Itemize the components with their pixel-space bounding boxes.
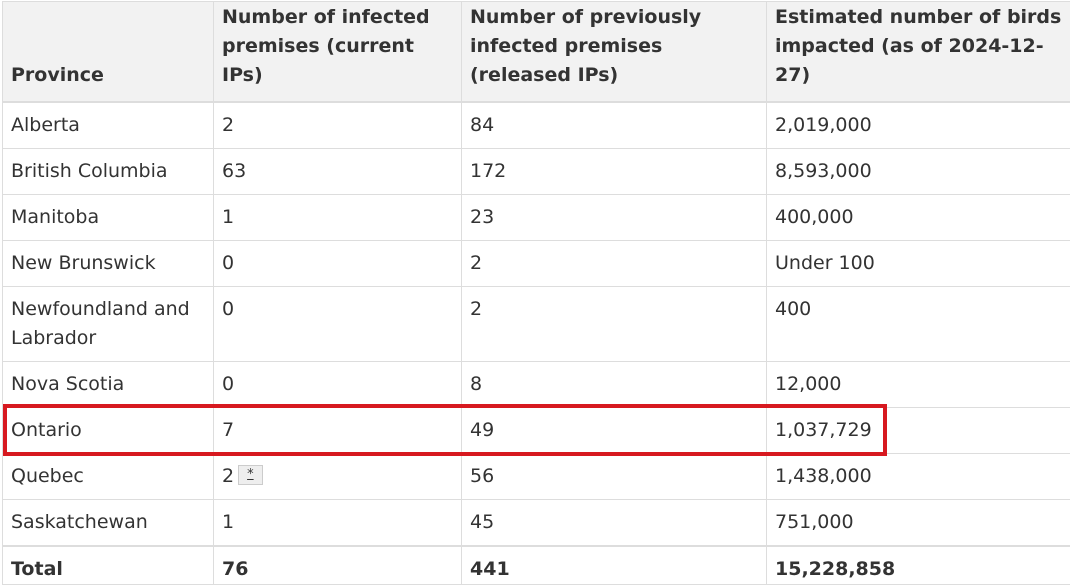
table-row: New Brunswick 0 2 Under 100 [3,241,1070,287]
birds-impacted-cell: Under 100 [767,241,1070,287]
table-row: Newfoundland and Labrador 0 2 400 [3,287,1070,362]
birds-impacted-cell: 1,037,729 [767,408,1070,454]
released-ips-cell: 84 [462,102,767,149]
current-ips-cell: 2 [214,102,462,149]
current-ips-cell: 0 [214,241,462,287]
table-row: Quebec 2* 56 1,438,000 [3,454,1070,500]
released-ips-cell: 8 [462,362,767,408]
birds-impacted-cell: 400 [767,287,1070,362]
table-row: Manitoba 1 23 400,000 [3,195,1070,241]
released-ips-cell: 2 [462,241,767,287]
current-ips-cell: 0 [214,362,462,408]
province-cell: Alberta [3,102,214,149]
birds-impacted-cell: 2,019,000 [767,102,1070,149]
current-ips-value: 2 [222,465,234,487]
province-cell: Nova Scotia [3,362,214,408]
province-cell: Ontario [3,408,214,454]
current-ips-cell: 7 [214,408,462,454]
current-ips-cell: 1 [214,195,462,241]
birds-impacted-cell: 12,000 [767,362,1070,408]
footnote-link[interactable]: * [238,465,263,485]
table-header-row: Province Number of infected premises (cu… [3,2,1070,103]
released-ips-cell: 2 [462,287,767,362]
birds-impacted-cell: 8,593,000 [767,149,1070,195]
table-row: Nova Scotia 0 8 12,000 [3,362,1070,408]
released-ips-cell: 172 [462,149,767,195]
table-row: Alberta 2 84 2,019,000 [3,102,1070,149]
province-cell: Quebec [3,454,214,500]
current-ips-cell: 63 [214,149,462,195]
birds-impacted-cell: 400,000 [767,195,1070,241]
province-cell: British Columbia [3,149,214,195]
table-row: Saskatchewan 1 45 751,000 [3,500,1070,547]
province-cell: New Brunswick [3,241,214,287]
province-cell: Newfoundland and Labrador [3,287,214,362]
birds-impacted-cell: 1,438,000 [767,454,1070,500]
province-cell: Manitoba [3,195,214,241]
province-cell: Saskatchewan [3,500,214,547]
header-province: Province [3,2,214,103]
table-row-ontario: Ontario 7 49 1,037,729 [3,408,1070,454]
current-ips-cell: 0 [214,287,462,362]
released-ips-cell: 45 [462,500,767,547]
released-ips-cell: 56 [462,454,767,500]
header-birds-impacted: Estimated number of birds impacted (as o… [767,2,1070,103]
birds-impacted-cell: 751,000 [767,500,1070,547]
released-ips-cell: 49 [462,408,767,454]
current-ips-cell: 2* [214,454,462,500]
released-ips-cell: 23 [462,195,767,241]
header-current-ips: Number of infected premises (current IPs… [214,2,462,103]
current-ips-cell: 1 [214,500,462,547]
header-released-ips: Number of previously infected premises (… [462,2,767,103]
table-row: British Columbia 63 172 8,593,000 [3,149,1070,195]
